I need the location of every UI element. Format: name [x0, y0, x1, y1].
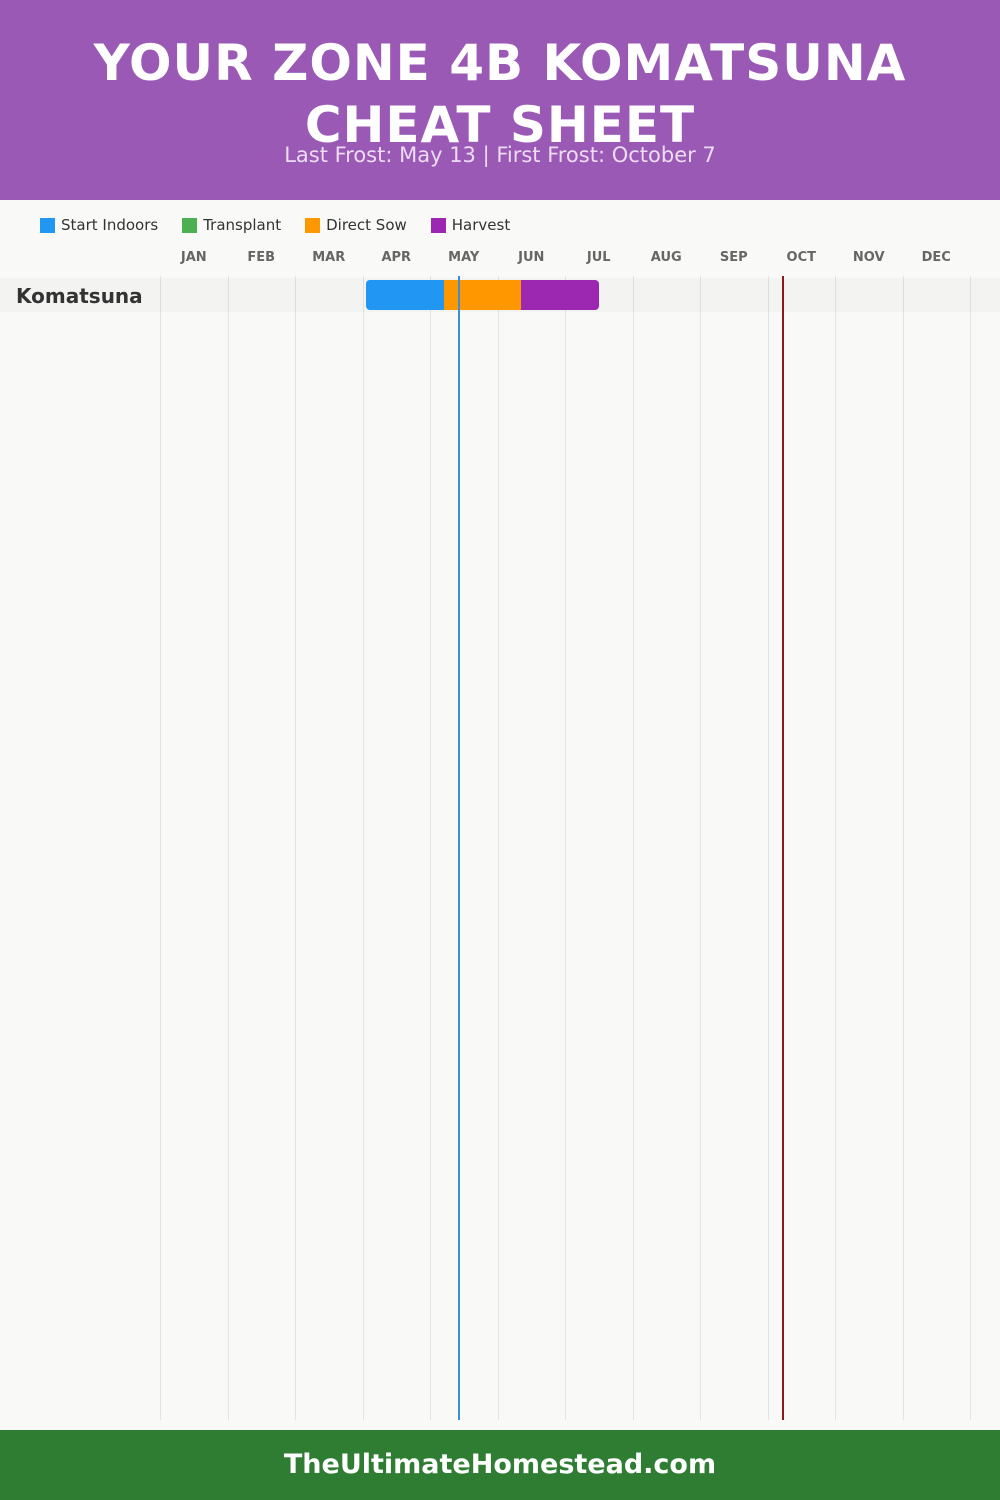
month-tick-label: SEP [719, 250, 748, 265]
month-tick-label: APR [381, 250, 412, 265]
month-gridline [632, 276, 634, 1420]
legend-label: Direct Sow [326, 216, 407, 234]
month-gridline [295, 276, 296, 1420]
legend-item: Direct Sow [305, 216, 407, 234]
month-gridline [767, 276, 769, 1420]
frost-dates-subtitle: Last Frost: May 13 | First Frost: Octobe… [284, 143, 716, 167]
legend-swatch [182, 217, 198, 233]
first-frost-line [782, 276, 785, 1420]
month-tick-label: AUG [650, 250, 682, 265]
legend-item: Transplant [182, 216, 281, 234]
month-axis: JAN FEB MAR APR MAY JUN JUL AUG SEP OCT NOV DEC [0, 250, 1000, 268]
last-frost-line [458, 276, 461, 1420]
crop-row: Komatsuna [0, 278, 1000, 312]
month-gridline [565, 276, 566, 1420]
bar-harvest [521, 280, 599, 310]
legend-label: Transplant [203, 216, 282, 234]
legend-swatch [430, 217, 446, 233]
month-gridline [970, 276, 971, 1420]
month-gridline [902, 276, 904, 1420]
month-gridline [362, 276, 364, 1420]
month-tick-label: DEC [921, 250, 951, 265]
legend-label: Harvest [451, 216, 511, 234]
month-gridline [497, 276, 499, 1420]
legend-label: Start Indoors [61, 216, 159, 234]
month-tick-label: JAN [180, 250, 207, 265]
month-tick-label: FEB [247, 250, 276, 265]
month-tick-label: JUL [586, 250, 611, 265]
month-gridline [430, 276, 431, 1420]
month-tick-label: MAR [312, 250, 346, 265]
month-gridline [227, 276, 229, 1420]
month-tick-label: MAY [448, 250, 480, 265]
bar-direct-sow [443, 280, 522, 310]
footer-banner: TheUltimateHomestead.com [0, 1430, 1000, 1500]
month-tick-label: JUN [518, 250, 545, 265]
legend-swatch [305, 217, 321, 233]
legend-item: Start Indoors [40, 216, 158, 234]
month-gridline [160, 276, 161, 1420]
month-gridline [835, 276, 836, 1420]
legend-item: Harvest [430, 216, 511, 234]
page-title: YOUR ZONE 4B KOMATSUNA CHEAT SHEET [93, 34, 907, 154]
chart-legend: Start Indoors Transplant Direct Sow Harvest [40, 214, 534, 236]
header-banner: YOUR ZONE 4B KOMATSUNA CHEAT SHEET Last … [0, 0, 1000, 200]
crop-row-label: Komatsuna [16, 284, 143, 308]
month-gridline [700, 276, 701, 1420]
month-tick-label: OCT [786, 250, 816, 265]
month-tick-label: NOV [852, 250, 885, 265]
bar-start-indoors [365, 280, 444, 310]
legend-swatch [40, 217, 55, 233]
footer-site-link[interactable]: TheUltimateHomestead.com [283, 1449, 717, 1480]
